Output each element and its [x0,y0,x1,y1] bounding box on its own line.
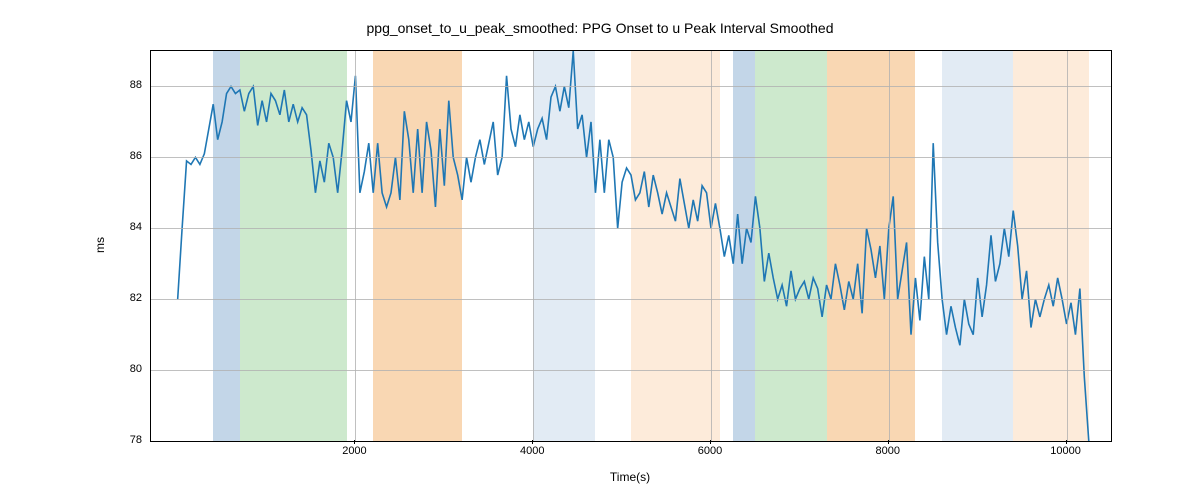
gridline-vertical [1067,51,1068,441]
xtick-mark [710,440,711,444]
gridline-horizontal [151,228,1111,229]
xtick-label: 10000 [1050,445,1081,457]
plot-area [150,50,1112,442]
gridline-horizontal [151,299,1111,300]
gridline-vertical [711,51,712,441]
xtick-mark [354,440,355,444]
ytick-label: 88 [100,79,142,91]
chart-title: ppg_onset_to_u_peak_smoothed: PPG Onset … [0,20,1200,36]
ytick-mark [150,157,151,158]
gridline-horizontal [151,86,1111,87]
xtick-label: 2000 [342,445,366,457]
xtick-label: 4000 [520,445,544,457]
ytick-mark [150,370,151,371]
xtick-label: 6000 [698,445,722,457]
line-plot [151,51,1111,441]
ytick-label: 82 [100,292,142,304]
ytick-label: 80 [100,363,142,375]
chart-container: 788082848688200040006000800010000 [150,50,1110,440]
xtick-mark [1066,440,1067,444]
gridline-horizontal [151,441,1111,442]
y-axis-label: ms [93,237,107,253]
gridline-vertical [355,51,356,441]
xtick-mark [888,440,889,444]
ytick-mark [150,228,151,229]
gridline-vertical [533,51,534,441]
ytick-label: 78 [100,434,142,446]
xtick-mark [532,440,533,444]
xtick-label: 8000 [876,445,900,457]
gridline-horizontal [151,157,1111,158]
ytick-label: 84 [100,221,142,233]
data-line [178,51,1089,441]
ytick-mark [150,299,151,300]
ytick-mark [150,86,151,87]
gridline-horizontal [151,370,1111,371]
x-axis-label: Time(s) [610,470,650,484]
ytick-mark [150,441,151,442]
ytick-label: 86 [100,150,142,162]
gridline-vertical [889,51,890,441]
